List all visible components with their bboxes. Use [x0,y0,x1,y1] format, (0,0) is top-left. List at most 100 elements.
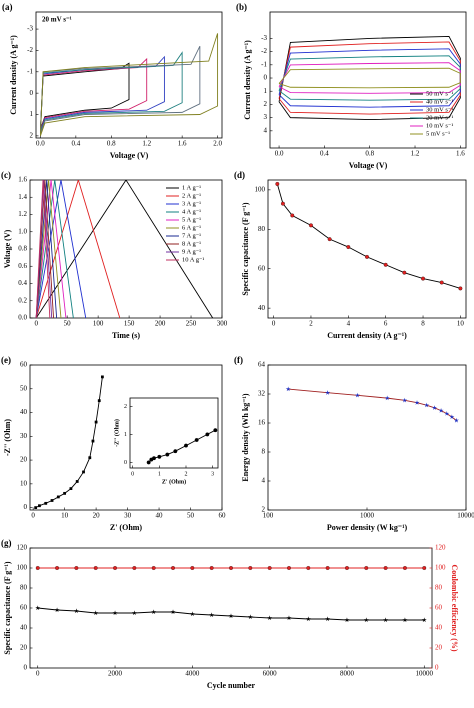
y-tick-label: -3 [27,25,33,33]
y2-axis-title: Coulombic efficiency (%) [450,564,459,651]
marker [94,420,98,424]
marker [286,615,292,621]
y-tick-label: 20 [20,644,28,652]
y-tick-label: -1 [27,67,33,75]
y-axis-title: Voltage (V) [3,229,12,268]
x-tick-label: 200 [155,320,166,328]
marker [97,399,101,403]
series-line [39,55,165,132]
marker [91,439,95,443]
y-tick-label: 1.0 [18,227,27,235]
panel-label: (d) [234,170,245,180]
x-tick-label: 1.2 [411,150,420,158]
y-tick-label: 1.4 [18,193,27,201]
panel-label: (g) [1,538,12,548]
marker [363,617,369,623]
plot-area [35,566,427,623]
marker [213,428,218,433]
x-axis-title: Time (s) [112,331,140,340]
marker [82,470,85,474]
y-tick-label: 10 [20,479,28,487]
y2-tick-label: 100 [435,564,446,572]
x-tick-label: 1.6 [456,150,465,158]
y-tick-label: 8 [262,448,266,456]
y-axis-title: -Z'' (Ohm) [3,419,12,456]
plot-frame [29,364,223,511]
plot-frame [267,179,467,319]
marker [267,615,273,621]
y-tick-label: 2 [262,506,266,514]
legend-label: 20 mV s⁻¹ [426,114,453,121]
plot-frame [29,547,433,669]
y-tick-label: 4 [262,477,266,485]
series-line [288,388,457,421]
plot-area [39,33,219,137]
marker [439,280,444,285]
plot-frame [267,364,467,511]
plot-frame [35,11,223,139]
marker [100,375,104,379]
x-tick-label: 20 [93,512,101,520]
marker [151,566,156,570]
y-tick-label: 0.2 [18,296,27,304]
marker [449,414,455,420]
marker [422,566,427,570]
x-tick-label: 10000 [457,512,474,520]
x-tick-label: 0 [131,471,134,477]
legend-label: 3 A g⁻¹ [182,200,201,207]
marker [309,223,313,228]
y-tick-label: -2 [27,46,33,54]
marker [209,566,214,570]
series-line [278,67,461,89]
plot-frame [269,11,467,149]
y2-tick-label: 20 [435,644,443,652]
y-tick-label: 0.6 [18,262,27,270]
y-tick-label: -1 [261,60,267,68]
plot-frame [129,397,219,469]
legend-label: 50 mV s⁻¹ [426,90,453,97]
marker [35,605,41,611]
y-tick-label: 64 [258,361,266,369]
marker [190,566,195,570]
marker [165,452,170,457]
marker [383,566,388,570]
legend-label: 5 A g⁻¹ [182,216,201,223]
panel-label: (a) [2,2,13,12]
marker [431,405,437,410]
y-tick-label: 0.8 [18,245,27,253]
series-line [278,62,461,94]
x-tick-label: 100 [93,320,104,328]
annotation: 20 mV s⁻¹ [42,16,72,24]
y-tick-label: 3 [264,113,268,121]
marker [402,566,407,570]
marker [346,245,351,249]
y-axis-title: Energy density (Wh kg⁻¹) [241,393,250,482]
marker [421,617,427,623]
y-tick-label: 100 [17,564,28,572]
x-axis-title: Power density (W kg⁻¹) [327,523,408,532]
marker [88,456,92,460]
panel-label: (c) [1,170,11,180]
marker [327,237,332,242]
panel-label: (f) [234,355,243,365]
marker [132,566,137,570]
marker [55,566,60,570]
marker [184,443,188,448]
marker [325,616,331,622]
x-tick-label: 4 [347,320,351,328]
marker [112,610,118,616]
x-tick-label: 6000 [263,670,278,678]
marker [157,454,162,459]
marker [93,566,98,570]
series-line [35,180,58,318]
y-tick-label: 2 [30,131,34,139]
panel-label: (e) [1,355,11,365]
legend-label: 40 mV s⁻¹ [426,98,453,105]
x-tick-label: 2 [309,320,313,328]
marker [69,487,73,491]
x-tick-label: 50 [64,320,72,328]
x-tick-label: 1000 [360,512,375,520]
legend-label: 5 mV s⁻¹ [426,130,450,137]
y-axis-title: Specific capacitance (F g⁻¹) [241,202,250,296]
series-line [35,180,67,318]
